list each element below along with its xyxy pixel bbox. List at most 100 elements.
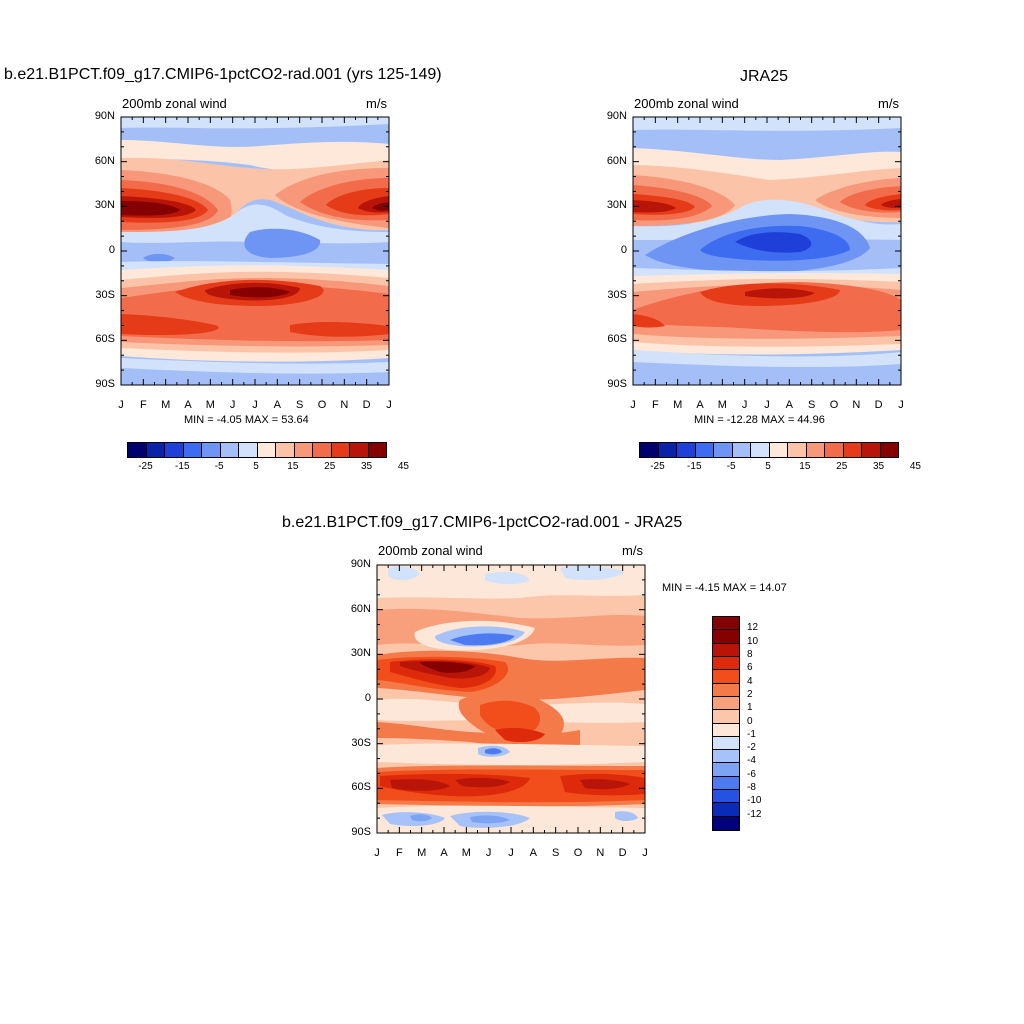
y-tick-label: 30S [351,736,371,749]
plot1-band-tropic-light [121,204,389,244]
colorbar-swatch [713,643,739,657]
plot3-band-40n-blue [450,633,515,646]
colorbar-label: -4 [747,755,756,767]
y-tick-label: 90S [95,378,115,390]
colorbar-label: 5 [765,461,771,472]
plot3-band-55s-dark1 [390,779,450,791]
colorbar-swatch [368,443,386,457]
panel1-variable-label: 200mb zonal wind [122,96,227,111]
panel2-min-max: MIN = -12.28 MAX = 44.96 [694,414,825,426]
y-tick-label: 0 [108,244,115,256]
colorbar-label: 12 [747,622,759,634]
x-tick-label: N [852,399,861,411]
x-tick-label: J [764,399,770,411]
y-tick-label: 0 [620,244,627,256]
x-tick-label: O [573,847,583,859]
colorbar-swatch [640,443,659,457]
x-tick-label: J [642,847,648,859]
colorbar-label: -1 [747,728,756,740]
colorbar-swatch [713,656,739,671]
x-tick-label: F [651,399,659,411]
x-tick-label: A [785,399,793,411]
colorbar-label: 5 [253,461,259,472]
y-tick-label: 30N [606,199,627,212]
colorbar-swatch [713,763,739,777]
colorbar-swatch [294,443,313,457]
colorbar-swatch [128,443,147,457]
x-tick-label: M [417,847,427,859]
colorbar-swatch [165,443,184,457]
panel3-title: b.e21.B1PCT.f09_g17.CMIP6-1pctCO2-rad.00… [282,514,683,531]
y-tick-label: 60N [350,602,371,615]
plot3-band-25n-dark2 [420,661,475,673]
colorbar-swatch [350,443,369,457]
plot1-band-nh-jet5 [121,201,180,216]
x-tick-label: J [386,399,392,411]
x-tick-label: D [618,847,627,859]
colorbar-label: 10 [747,635,759,647]
colorbar-swatch [713,617,739,631]
x-tick-label: D [874,399,883,411]
x-tick-label: A [184,399,192,411]
colorbar-swatch [713,790,739,804]
colorbar-swatch [713,683,739,697]
colorbar-swatch [658,443,677,457]
colorbar-swatch [713,750,739,764]
colorbar-swatch [806,443,825,457]
colorbar-swatch [257,443,276,457]
colorbar-label: 25 [324,461,336,472]
colorbar-swatch [714,443,733,457]
colorbar-label: -25 [138,461,153,472]
plot3-band-top-blue3 [560,565,625,580]
plot2-band-tropic-blue3 [735,232,812,253]
x-tick-label: A [440,847,448,859]
plot1-band-sh-jet5 [230,287,290,298]
colorbar-label: -25 [650,461,665,472]
y-tick-label: 60N [94,154,115,167]
x-tick-label: N [340,399,349,411]
colorbar-swatch [880,443,898,457]
colorbar-swatch [202,443,221,457]
colorbar-swatch [843,443,862,457]
colorbar-swatch [713,696,739,711]
colorbar-swatch [713,736,739,751]
panel2-variable-label: 200mb zonal wind [634,96,739,111]
panel3-colorbar [712,616,740,831]
colorbar-swatch [732,443,751,457]
x-tick-label: F [139,399,147,411]
y-tick-label: 90N [350,558,371,570]
panel3-variable-label: 200mb zonal wind [378,543,483,558]
colorbar-label: -15 [175,461,190,472]
plot3-band-55s-dark3 [580,779,630,790]
colorbar-swatch [695,443,714,457]
x-tick-label: F [395,847,403,859]
colorbar-label: 35 [873,461,885,472]
y-tick-label: 90N [94,110,115,122]
x-tick-label: J [508,847,514,859]
colorbar-label: -2 [747,742,756,754]
colorbar-label: 2 [747,688,753,700]
x-tick-label: S [807,399,816,411]
plot1-band-tropic-blue [244,228,321,258]
colorbar-swatch [713,723,739,737]
y-tick-label: 0 [364,692,371,704]
x-tick-label: J [229,399,236,411]
y-tick-label: 90N [606,110,627,122]
plot3-band-40s-light [377,743,645,765]
x-tick-label: N [596,847,605,859]
panel1-colorbar [127,442,387,458]
colorbar-label: -5 [726,461,736,472]
x-tick-label: O [317,399,327,411]
colorbar-swatch [677,443,696,457]
panel2-colorbar [639,442,899,458]
colorbar-swatch [713,630,739,644]
colorbar-label: 15 [799,461,811,472]
panel2-title: JRA25 [740,68,789,85]
colorbar-label: 6 [747,662,753,674]
colorbar-swatch [862,443,881,457]
colorbar-swatch [751,443,770,457]
colorbar-label: 25 [836,461,848,472]
panel2-units-label: m/s [878,96,899,111]
panel3-contour-plot [376,564,646,834]
x-tick-label: J [630,399,636,411]
